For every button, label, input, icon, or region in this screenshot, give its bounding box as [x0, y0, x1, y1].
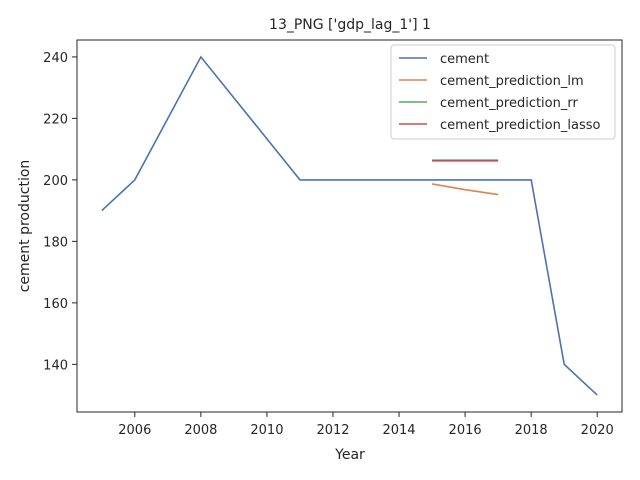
legend-box: [390, 44, 616, 140]
legend-label: cement_prediction_lm: [440, 74, 584, 89]
x-tick-label: 2010: [250, 423, 283, 438]
y-tick-label: 200: [43, 174, 68, 189]
y-tick-label: 140: [43, 358, 68, 373]
y-axis: 140 160 180 200 220 240: [43, 51, 77, 373]
legend-label: cement: [440, 52, 489, 67]
y-tick-label: 160: [43, 297, 68, 312]
y-tick-label: 180: [43, 235, 68, 250]
x-tick-label: 2014: [382, 423, 415, 438]
series-lines: [101, 55, 598, 396]
plot-area: [76, 39, 623, 413]
series-line-cement: [101, 55, 598, 396]
chart-title: 13_PNG ['gdp_lag_1'] 1: [269, 17, 431, 33]
y-tick-label: 220: [43, 112, 68, 127]
x-tick-label: 2012: [316, 423, 349, 438]
y-axis-title: cement production: [17, 160, 33, 293]
x-tick-label: 2006: [118, 423, 151, 438]
x-tick-label: 2020: [581, 423, 614, 438]
series-line-cement_prediction_lm: [431, 183, 499, 196]
x-tick-label: 2016: [449, 423, 482, 438]
legend-label: cement_prediction_lasso: [440, 118, 600, 133]
legend: cement cement_prediction_lm cement_predict…: [390, 44, 616, 140]
legend-label: cement_prediction_rr: [440, 96, 578, 111]
x-axis-title: Year: [334, 447, 365, 463]
x-tick-label: 2008: [184, 423, 217, 438]
x-tick-label: 2018: [515, 423, 548, 438]
x-axis: 2006 2008 2010 2012 2014 2016 2018 2020: [118, 412, 614, 438]
plot-frame: [76, 39, 623, 413]
y-tick-label: 240: [43, 51, 68, 66]
